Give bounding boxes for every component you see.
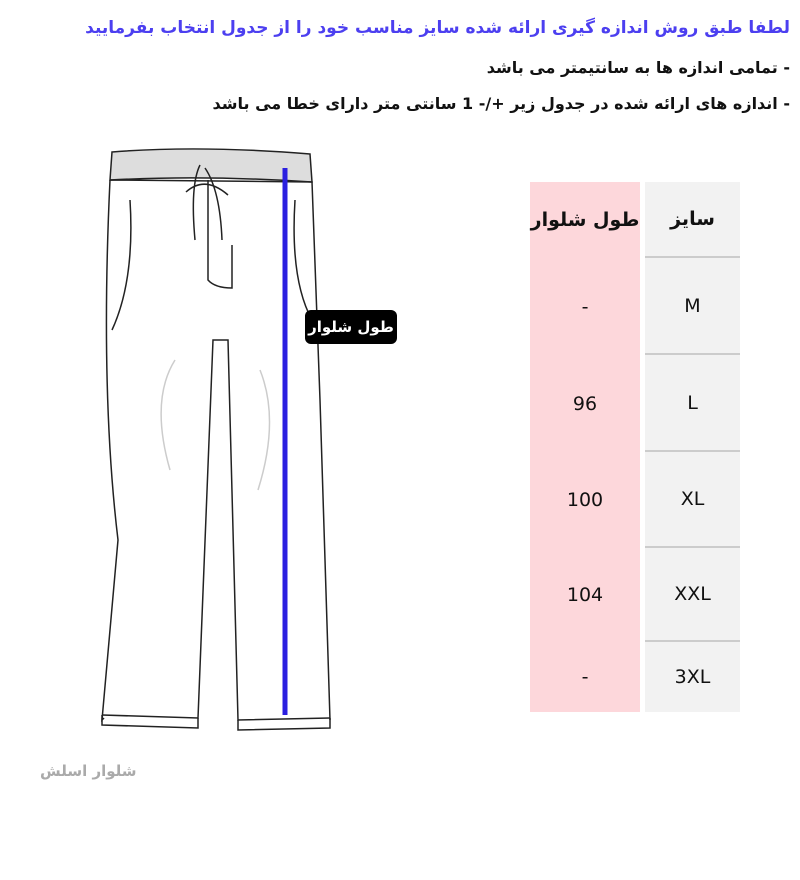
title: لطفا طبق روش اندازه گیری ارائه شده سایز … xyxy=(85,18,790,38)
cell: XL xyxy=(645,452,740,548)
header-cell: سایز xyxy=(645,182,740,258)
page: لطفا طبق روش اندازه گیری ارائه شده سایز … xyxy=(40,18,791,780)
measure-label: طول شلوار xyxy=(305,310,397,344)
caption: شلوار اسلش xyxy=(40,762,137,780)
cell: - xyxy=(581,295,589,318)
cell: XXL xyxy=(645,548,740,642)
header-cell: طول شلوار xyxy=(530,209,640,231)
cell: 104 xyxy=(566,584,604,606)
cell: 96 xyxy=(572,392,598,415)
table-column: سایز M L XL XXL 3XL xyxy=(645,182,740,712)
cell: L xyxy=(645,355,740,452)
note: - تمامی اندازه ها به سانتیمتر می باشد xyxy=(486,58,790,77)
table-column: طول شلوار - 96 100 104 - xyxy=(530,182,640,712)
cell: - xyxy=(581,666,589,688)
note: - اندازه های ارائه شده در جدول زیر +/- 1… xyxy=(212,94,791,113)
cell: 100 xyxy=(566,489,604,511)
cell: 3XL xyxy=(674,666,711,688)
cell: M xyxy=(645,258,740,355)
